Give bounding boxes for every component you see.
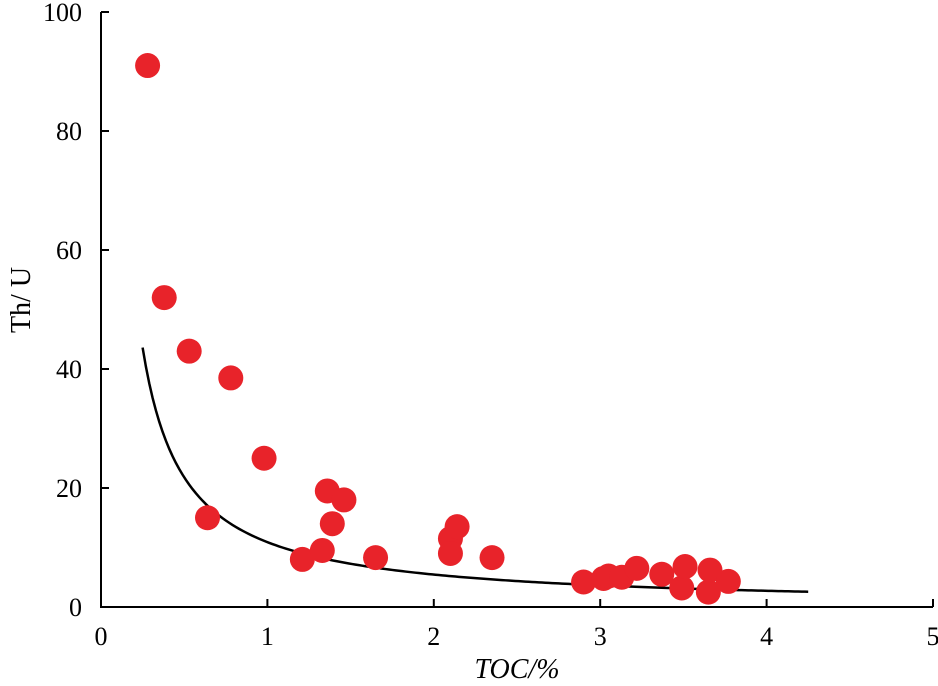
data-point — [672, 554, 698, 580]
plot-area — [141, 347, 809, 593]
data-point — [715, 568, 741, 594]
y-tick-label: 60 — [56, 236, 82, 265]
data-point — [309, 537, 335, 563]
x-tick-label: 3 — [594, 622, 607, 651]
x-tick-label: 0 — [95, 622, 108, 651]
y-axis-title: Th/ U — [6, 267, 37, 333]
data-point — [135, 53, 161, 79]
data-point — [195, 505, 220, 531]
data-point — [571, 569, 597, 595]
y-tick-label: 0 — [69, 593, 82, 622]
y-tick-label: 20 — [56, 474, 82, 503]
data-point — [695, 579, 721, 605]
x-axis-title: TOC/% — [474, 654, 559, 685]
data-point — [251, 445, 277, 471]
x-tick-label: 1 — [261, 622, 274, 651]
data-point — [624, 555, 650, 581]
data-point — [289, 546, 315, 572]
data-point — [363, 545, 389, 571]
fit-curve — [141, 347, 809, 593]
data-point — [479, 545, 505, 571]
y-tick-label: 100 — [43, 0, 82, 27]
data-point — [444, 514, 470, 540]
x-ticks: 0 1 2 3 4 5 — [95, 599, 938, 651]
y-tick-label: 80 — [56, 117, 82, 146]
data-point — [331, 487, 357, 513]
x-tick-label: 4 — [760, 622, 773, 651]
y-ticks: 0 20 40 60 80 100 — [43, 0, 109, 622]
x-tick-label: 5 — [927, 622, 938, 651]
axes — [100, 12, 933, 608]
data-point — [669, 575, 695, 601]
data-point — [649, 561, 675, 587]
x-tick-label: 2 — [427, 622, 440, 651]
y-tick-label: 40 — [56, 355, 82, 384]
data-points — [135, 53, 741, 605]
data-point — [176, 338, 202, 364]
data-point — [437, 540, 463, 566]
data-point — [218, 365, 244, 391]
data-point — [697, 557, 723, 583]
data-point — [319, 511, 345, 537]
data-point — [151, 285, 177, 311]
